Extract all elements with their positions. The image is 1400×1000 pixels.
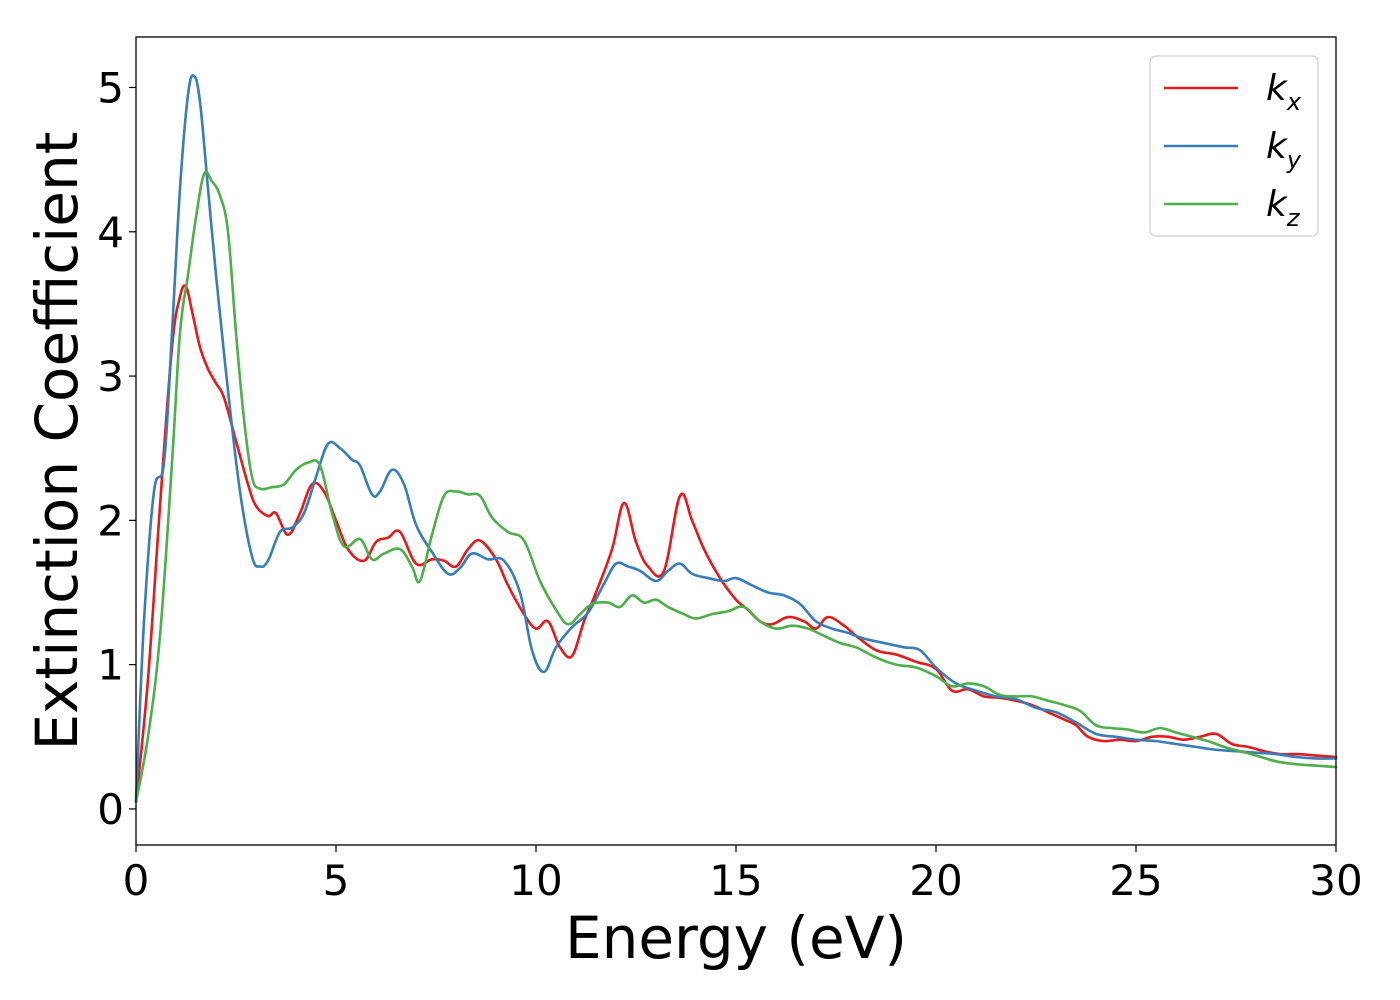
- series-line-kx: [134, 284, 1338, 804]
- x-axis: 0 5 10 15 20 25 30: [123, 845, 1363, 905]
- plot-background: [136, 37, 1336, 845]
- x-tick-label: 15: [709, 856, 762, 905]
- series-line-ky: [134, 74, 1338, 804]
- x-tick-label: 5: [323, 856, 350, 905]
- y-tick-label: 2: [97, 496, 124, 545]
- x-tick-label: 20: [909, 856, 962, 905]
- x-tick-label: 30: [1309, 856, 1362, 905]
- y-axis: 0 1 2 3 4 5: [97, 64, 136, 834]
- x-tick-label: 10: [509, 856, 562, 905]
- y-tick-label: 0: [97, 785, 124, 834]
- y-tick-label: 5: [97, 64, 124, 113]
- series-layer: [134, 74, 1338, 804]
- y-tick-label: 4: [97, 208, 124, 257]
- y-tick-label: 3: [97, 352, 124, 401]
- y-tick-label: 1: [97, 641, 124, 690]
- y-axis-title: Extinction Coefficient: [23, 132, 91, 751]
- x-tick-label: 25: [1109, 856, 1162, 905]
- x-axis-title: Energy (eV): [565, 904, 907, 972]
- x-tick-label: 0: [123, 856, 150, 905]
- series-line-kz: [134, 170, 1338, 804]
